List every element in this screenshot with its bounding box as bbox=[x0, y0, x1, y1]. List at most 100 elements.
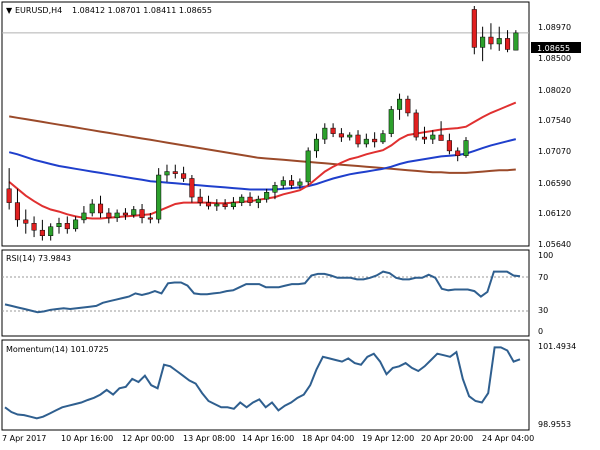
candle-body bbox=[305, 150, 311, 183]
candle-body bbox=[139, 209, 145, 219]
candle-body bbox=[463, 140, 469, 156]
candle-body bbox=[330, 127, 336, 134]
candle-body bbox=[505, 38, 511, 50]
current-price-tag-bg bbox=[531, 42, 581, 53]
rsi-level-label: 30 bbox=[538, 306, 548, 315]
rsi-line bbox=[4, 270, 521, 314]
candle-body bbox=[222, 203, 228, 207]
candle-body bbox=[131, 209, 137, 216]
candle-body bbox=[289, 180, 295, 186]
candle-body bbox=[114, 212, 120, 219]
candle-body bbox=[39, 229, 45, 236]
candle-body bbox=[297, 181, 303, 186]
candle-body bbox=[380, 133, 386, 143]
candle-body bbox=[488, 36, 494, 45]
candle-body bbox=[205, 202, 212, 207]
main-pane-frame bbox=[1, 1, 530, 247]
candle-body bbox=[56, 223, 62, 228]
candle-body bbox=[89, 203, 95, 214]
price-tick: 1.08970 bbox=[538, 23, 571, 32]
time-tick: 24 Apr 04:00 bbox=[482, 434, 534, 443]
candle-body bbox=[164, 171, 170, 176]
candle-body bbox=[230, 202, 236, 207]
candle-body bbox=[355, 134, 361, 145]
candle-body bbox=[64, 223, 70, 230]
candle-body bbox=[14, 202, 20, 221]
candle-body bbox=[513, 32, 519, 51]
candle-body bbox=[156, 174, 162, 220]
candle-body bbox=[23, 219, 29, 224]
rsi-pane-frame bbox=[1, 249, 530, 337]
candle-body bbox=[264, 192, 270, 200]
price-tick: 1.08020 bbox=[538, 86, 571, 95]
candle-body bbox=[73, 219, 79, 230]
candle-body bbox=[197, 196, 203, 203]
moving-averages bbox=[8, 101, 517, 220]
momentum-title: Momentum(14) 101.0725 bbox=[6, 345, 109, 354]
candle-body bbox=[122, 212, 128, 216]
candle-body bbox=[338, 133, 344, 138]
price-tick: 1.08500 bbox=[538, 54, 571, 63]
candle-body bbox=[388, 109, 394, 134]
time-tick: 13 Apr 08:00 bbox=[183, 434, 235, 443]
rsi-level-label: 70 bbox=[538, 273, 548, 282]
candle-body bbox=[405, 98, 411, 114]
candle-body bbox=[181, 173, 187, 179]
candle-body bbox=[413, 112, 419, 138]
candle-body bbox=[247, 196, 253, 203]
current-price-tag: 1.08655 bbox=[531, 42, 581, 53]
time-tick: 14 Apr 16:00 bbox=[242, 434, 294, 443]
candle-body bbox=[48, 226, 54, 236]
candle-body bbox=[172, 171, 178, 174]
price-axis: 1.08970 1.08500 1.08020 1.07540 1.07070 … bbox=[538, 23, 571, 249]
price-tick: 1.06120 bbox=[538, 209, 571, 218]
candle-body bbox=[347, 134, 353, 138]
time-tick: 7 Apr 2017 bbox=[2, 434, 46, 443]
candle-body bbox=[430, 134, 436, 140]
candle-body bbox=[480, 36, 486, 48]
momentum-line bbox=[4, 346, 521, 420]
momentum-min-label: 98.9553 bbox=[538, 420, 571, 429]
candle-body bbox=[255, 198, 261, 203]
candle-body bbox=[189, 178, 195, 198]
price-tick: 1.05640 bbox=[538, 240, 571, 249]
candle-body bbox=[147, 217, 153, 220]
time-axis: 7 Apr 2017 10 Apr 16:00 12 Apr 00:00 13 … bbox=[2, 434, 534, 443]
candle-body bbox=[214, 203, 220, 207]
current-price-label: 1.08655 bbox=[537, 44, 570, 53]
symbol-dropdown-icon[interactable]: ▼ bbox=[6, 6, 13, 15]
candles bbox=[6, 6, 519, 241]
candle-body bbox=[496, 38, 502, 45]
price-tick: 1.07070 bbox=[538, 147, 571, 156]
candle-body bbox=[438, 134, 444, 141]
candle-body bbox=[313, 138, 320, 152]
momentum-series bbox=[4, 346, 521, 420]
ma-fast-line bbox=[8, 101, 517, 220]
candle-body bbox=[81, 212, 87, 221]
candle-body bbox=[372, 138, 378, 143]
candle-body bbox=[471, 9, 477, 48]
rsi-series bbox=[4, 270, 521, 314]
chart-ohlc: 1.08412 1.08701 1.08411 1.08655 bbox=[72, 6, 212, 15]
price-tick: 1.06590 bbox=[538, 179, 571, 188]
candle-body bbox=[280, 180, 286, 186]
candle-body bbox=[272, 185, 278, 193]
time-tick: 18 Apr 04:00 bbox=[302, 434, 354, 443]
time-tick: 12 Apr 00:00 bbox=[122, 434, 174, 443]
rsi-title: RSI(14) 73.9843 bbox=[6, 254, 71, 263]
candle-body bbox=[97, 203, 104, 214]
candle-body bbox=[31, 223, 37, 231]
rsi-level-label: 100 bbox=[538, 251, 553, 260]
candle-body bbox=[363, 138, 369, 145]
candle-body bbox=[106, 212, 112, 219]
time-tick: 19 Apr 12:00 bbox=[362, 434, 414, 443]
time-tick: 20 Apr 20:00 bbox=[421, 434, 473, 443]
candle-body bbox=[239, 196, 245, 203]
candle-body bbox=[421, 136, 428, 140]
candle-body bbox=[322, 127, 328, 140]
candle-body bbox=[455, 150, 461, 156]
candle-body bbox=[446, 140, 452, 152]
momentum-max-label: 101.4934 bbox=[538, 342, 576, 351]
rsi-level-label: 0 bbox=[538, 327, 543, 336]
